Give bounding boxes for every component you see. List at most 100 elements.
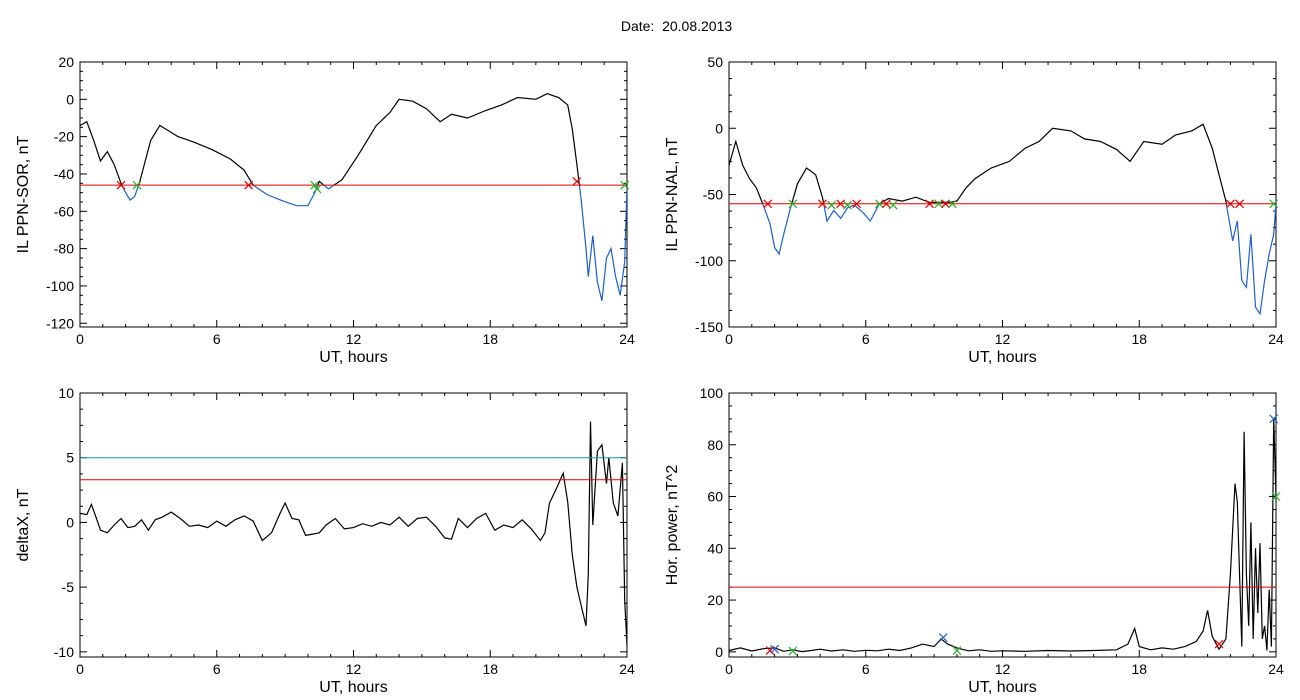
event-marker [875,199,884,209]
marker-stroke [788,646,798,656]
event-marker [763,199,773,209]
event-marker [1235,199,1244,209]
series-line [879,123,1227,205]
chart-hor-power: 0 6 12 18 24 100 80 60 40 20 0 UT, hours Hor. power,… [664,385,1284,696]
y-tick-label: -100 [695,253,723,269]
marker-stroke [620,180,630,190]
x-axis-label: UT, hours [968,679,1036,696]
event-marker [934,199,944,209]
x-tick-label: 24 [619,331,635,347]
chart-date-title: Date: 20.08.2013 [620,18,733,34]
series-line [317,180,325,186]
series-line [1225,203,1276,316]
marker-stroke [572,177,582,186]
marker-stroke [947,199,957,209]
event-marker [572,177,582,186]
x-axis-label: UT, hours [968,349,1036,366]
event-marker [836,199,846,209]
plot-frame [79,61,628,328]
marker-stroke [1235,199,1244,209]
event-marker [1225,199,1235,209]
marker-stroke [925,199,934,209]
plot-frame [79,392,628,658]
x-tick-label: 6 [862,331,870,347]
event-marker [620,180,630,190]
x-tick-label: 12 [346,661,362,677]
y-tick-label: 0 [715,120,723,136]
event-marker [788,646,798,656]
series-line [80,421,627,646]
marker-stroke [1269,414,1279,424]
marker-stroke [941,199,950,209]
marker-stroke [312,184,322,194]
y-tick-label: -150 [695,319,723,335]
x-tick-label: 6 [862,661,870,677]
marker-stroke [952,646,962,655]
marker-stroke [1214,639,1224,649]
plot-area [729,418,1276,653]
event-marker [827,200,836,210]
chart-ppn-sor: 0 6 12 18 24 20 0 -20 -40 -60 -80 -100 -120 UT, hours… [15,54,635,366]
event-marker [1269,414,1279,424]
y-tick-label: 50 [707,54,723,70]
event-marker [952,646,962,655]
x-tick-label: 18 [482,331,498,347]
series-line [80,120,123,186]
x-tick-label: 24 [619,661,635,677]
x-tick-label: 18 [1131,331,1147,347]
x-tick-label: 0 [76,661,84,677]
x-tick-label: 6 [213,331,221,347]
event-marker [852,199,862,209]
y-tick-label: 60 [707,489,723,505]
marker-stroke [1225,199,1235,209]
x-tick-label: 24 [1268,661,1284,677]
y-tick-label: 20 [58,54,74,70]
x-tick-label: 0 [725,661,733,677]
series-line [762,203,793,256]
x-axis-label: UT, hours [319,349,387,366]
y-tick-label: -10 [54,644,74,660]
y-axis-label: deltaX, nT [15,488,32,561]
chart-ppn-nal: 0 6 12 18 24 50 0 -50 -100 -150 UT, hours IL PPN-NA… [664,54,1284,366]
series-line [729,418,1276,653]
series-line [323,184,335,190]
marker-stroke [875,199,884,209]
event-marker [788,199,798,209]
y-tick-label: -60 [54,203,74,219]
y-tick-label: 0 [66,514,74,530]
series-line [578,185,627,302]
plot-area [80,421,627,646]
y-tick-label: -5 [62,579,75,595]
chart-delta-x: 0 6 12 18 24 10 5 0 -5 -10 UT, hours deltaX, nT [15,385,635,696]
series-line [252,184,319,207]
marker-stroke [836,199,846,209]
x-tick-label: 12 [995,661,1011,677]
event-marker [1214,639,1224,649]
series-line [823,203,880,223]
event-marker [770,644,780,654]
x-tick-label: 12 [995,331,1011,347]
event-marker [1271,492,1281,501]
series-line [791,167,825,204]
plot-frame [728,61,1277,328]
marker-stroke [770,644,780,654]
event-marker [938,633,948,643]
x-tick-label: 0 [76,331,84,347]
marker-stroke [827,200,836,210]
plot-area [729,123,1276,316]
y-tick-label: -80 [54,241,74,257]
y-axis-label: IL PPN-SOR, nT [15,135,32,253]
y-tick-label: -20 [54,129,74,145]
plot-area [80,93,627,302]
event-marker [888,200,898,210]
y-tick-label: 40 [707,540,723,556]
marker-stroke [763,199,773,209]
y-tick-label: 10 [58,385,74,401]
marker-stroke [1271,492,1281,501]
series-line [333,93,580,186]
y-tick-label: 100 [700,385,724,401]
y-tick-label: 20 [707,592,723,608]
marker-stroke [934,199,944,209]
x-tick-label: 12 [346,331,362,347]
